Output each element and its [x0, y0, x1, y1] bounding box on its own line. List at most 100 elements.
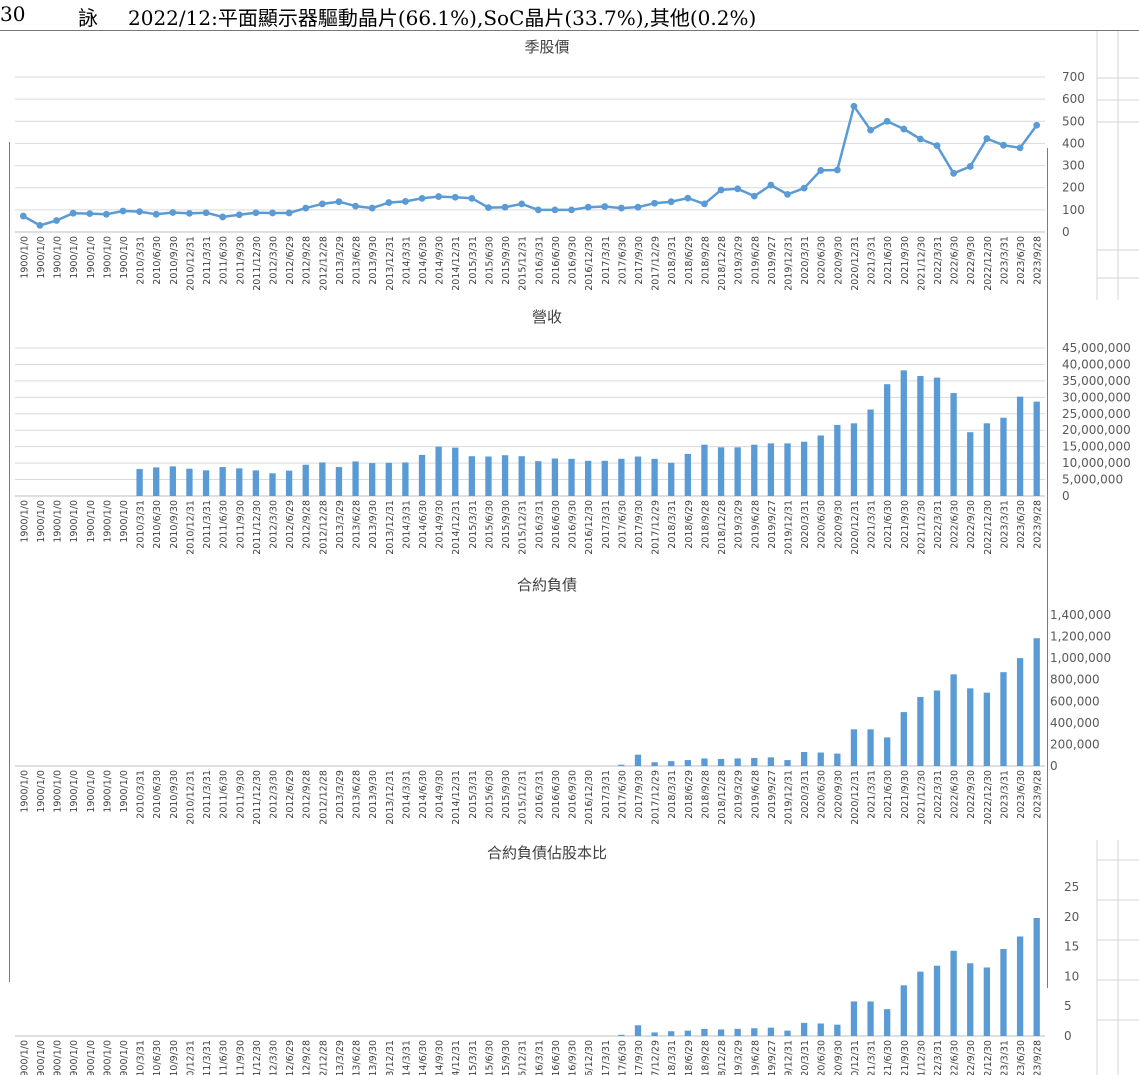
data-point[interactable]: [634, 203, 642, 211]
bar[interactable]: [850, 729, 858, 766]
bar[interactable]: [1000, 672, 1007, 766]
bar[interactable]: [452, 447, 459, 496]
data-point[interactable]: [252, 209, 260, 217]
bar[interactable]: [850, 1001, 858, 1036]
bar[interactable]: [867, 1001, 874, 1036]
data-point[interactable]: [1016, 144, 1024, 152]
data-point[interactable]: [318, 200, 326, 208]
data-point[interactable]: [485, 204, 492, 212]
data-point[interactable]: [385, 199, 393, 206]
bar[interactable]: [867, 729, 874, 766]
data-point[interactable]: [617, 204, 625, 212]
bar[interactable]: [269, 473, 276, 496]
data-point[interactable]: [667, 198, 675, 206]
bar[interactable]: [751, 1028, 758, 1036]
data-point[interactable]: [269, 209, 276, 217]
bar[interactable]: [967, 688, 974, 766]
data-point[interactable]: [684, 194, 692, 202]
bar[interactable]: [767, 443, 775, 496]
bar[interactable]: [1033, 917, 1040, 1036]
bar[interactable]: [668, 1031, 675, 1036]
data-point[interactable]: [568, 206, 575, 214]
data-point[interactable]: [451, 193, 459, 201]
data-point[interactable]: [917, 135, 924, 143]
data-point[interactable]: [601, 203, 609, 210]
bar[interactable]: [584, 460, 592, 496]
data-point[interactable]: [501, 203, 509, 211]
data-point[interactable]: [850, 102, 858, 110]
bar[interactable]: [701, 444, 708, 496]
data-point[interactable]: [368, 204, 376, 212]
bar[interactable]: [767, 757, 775, 766]
data-point[interactable]: [1000, 141, 1007, 149]
bar[interactable]: [136, 469, 143, 496]
bar[interactable]: [352, 461, 359, 496]
bar[interactable]: [618, 764, 625, 766]
bar[interactable]: [651, 458, 658, 496]
data-point[interactable]: [701, 200, 708, 208]
bar[interactable]: [717, 1029, 725, 1036]
data-point[interactable]: [950, 169, 958, 177]
bar[interactable]: [634, 1025, 642, 1036]
data-point[interactable]: [833, 166, 841, 174]
data-point[interactable]: [402, 198, 409, 205]
bar[interactable]: [402, 462, 409, 496]
bar[interactable]: [369, 463, 376, 496]
bar[interactable]: [485, 456, 492, 496]
data-point[interactable]: [518, 200, 526, 208]
bar[interactable]: [618, 458, 625, 496]
bar[interactable]: [983, 967, 991, 1036]
data-point[interactable]: [69, 209, 77, 217]
bar[interactable]: [900, 712, 907, 766]
bar[interactable]: [751, 444, 758, 496]
revenue-chart[interactable]: 營收 0 5,000,000 10,000,000 15,000,000 20,000,0…: [0, 300, 1139, 568]
bar[interactable]: [734, 758, 741, 766]
bar[interactable]: [153, 467, 160, 496]
data-point[interactable]: [19, 212, 27, 220]
data-point[interactable]: [186, 210, 193, 217]
bar[interactable]: [717, 758, 725, 766]
bar[interactable]: [800, 1022, 808, 1036]
data-point[interactable]: [883, 117, 891, 125]
bar[interactable]: [1016, 396, 1024, 496]
data-point[interactable]: [86, 210, 94, 218]
bar[interactable]: [651, 1032, 658, 1036]
data-point[interactable]: [418, 194, 426, 202]
bar[interactable]: [933, 965, 941, 1036]
bar[interactable]: [950, 674, 957, 766]
bar[interactable]: [884, 384, 891, 496]
data-point[interactable]: [867, 126, 874, 134]
data-point[interactable]: [53, 217, 60, 224]
bar[interactable]: [684, 453, 691, 496]
data-point[interactable]: [1033, 121, 1041, 129]
data-point[interactable]: [551, 206, 559, 214]
data-point[interactable]: [435, 193, 443, 200]
bar[interactable]: [734, 1028, 741, 1036]
data-point[interactable]: [734, 185, 742, 193]
bar[interactable]: [169, 466, 176, 496]
bar[interactable]: [967, 963, 974, 1036]
bar[interactable]: [983, 423, 991, 496]
data-point[interactable]: [102, 210, 110, 218]
bar[interactable]: [917, 696, 924, 766]
data-point[interactable]: [202, 209, 210, 217]
bar[interactable]: [634, 754, 642, 766]
data-point[interactable]: [534, 206, 542, 214]
data-point[interactable]: [235, 211, 243, 219]
bar[interactable]: [202, 470, 210, 496]
bar[interactable]: [468, 456, 476, 496]
data-point[interactable]: [335, 198, 343, 206]
bar[interactable]: [435, 446, 442, 496]
data-point[interactable]: [219, 213, 227, 221]
data-point[interactable]: [302, 204, 310, 212]
data-point[interactable]: [136, 208, 143, 216]
bar[interactable]: [917, 971, 924, 1036]
bar[interactable]: [1000, 948, 1007, 1036]
bar[interactable]: [950, 393, 957, 496]
bar[interactable]: [817, 752, 824, 766]
bar[interactable]: [1033, 401, 1040, 496]
bar[interactable]: [817, 1023, 824, 1036]
bar[interactable]: [767, 1027, 775, 1036]
bar[interactable]: [751, 757, 758, 766]
bar[interactable]: [784, 443, 791, 496]
